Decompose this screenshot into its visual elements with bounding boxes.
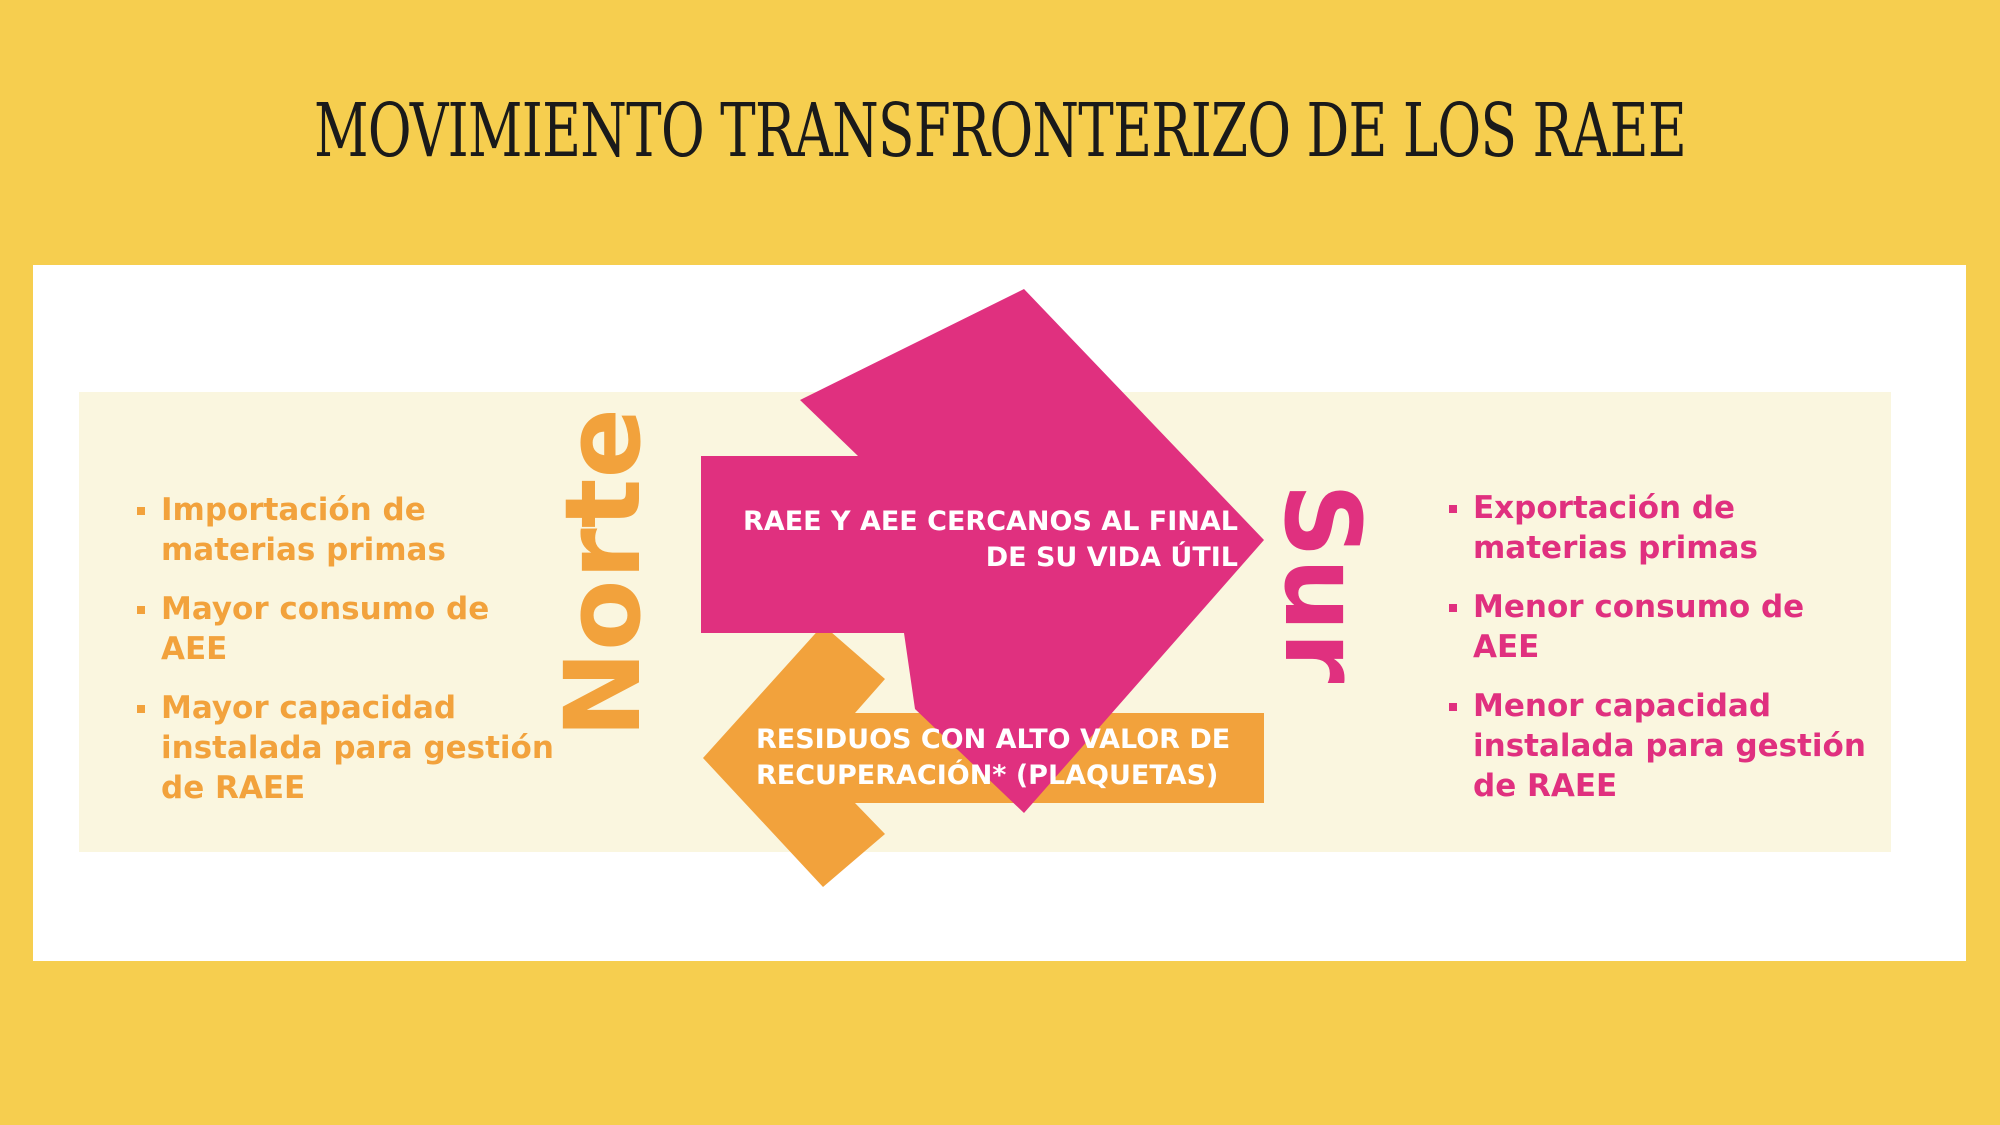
arrow-to-norte-line: RECUPERACIÓN* (PLAQUETAS) bbox=[756, 760, 1219, 791]
page-title: MOVIMIENTO TRANSFRONTERIZO DE LOS RAEE bbox=[313, 88, 1687, 174]
norte-item: Mayor capacidad instalada para gestión d… bbox=[137, 688, 557, 808]
norte-item: Mayor consumo de AEE bbox=[137, 589, 557, 669]
sur-list: Exportación de materias primas Menor con… bbox=[1449, 488, 1879, 825]
sur-label: Sur bbox=[1261, 483, 1383, 684]
diagram-panel: Importación de materias primas Mayor con… bbox=[33, 265, 1966, 961]
arrow-to-sur bbox=[701, 289, 1264, 813]
sur-item: Exportación de materias primas bbox=[1449, 488, 1879, 568]
arrow-to-sur-line: DE SU VIDA ÚTIL bbox=[985, 542, 1238, 573]
arrow-to-norte-line: RESIDUOS CON ALTO VALOR DE bbox=[756, 724, 1231, 755]
arrow-to-sur-label: RAEE Y AEE CERCANOS AL FINAL DE SU VIDA … bbox=[718, 504, 1238, 576]
arrow-to-sur-line: RAEE Y AEE CERCANOS AL FINAL bbox=[743, 506, 1238, 537]
flow-arrows bbox=[701, 289, 1264, 887]
norte-list: Importación de materias primas Mayor con… bbox=[137, 490, 557, 827]
arrow-to-norte-label: RESIDUOS CON ALTO VALOR DE RECUPERACIÓN*… bbox=[756, 722, 1316, 794]
norte-label: Norte bbox=[542, 407, 664, 738]
norte-item: Importación de materias primas bbox=[137, 490, 557, 570]
sur-item: Menor consumo de AEE bbox=[1449, 587, 1879, 667]
sur-item: Menor capacidad instalada para gestión d… bbox=[1449, 686, 1879, 806]
